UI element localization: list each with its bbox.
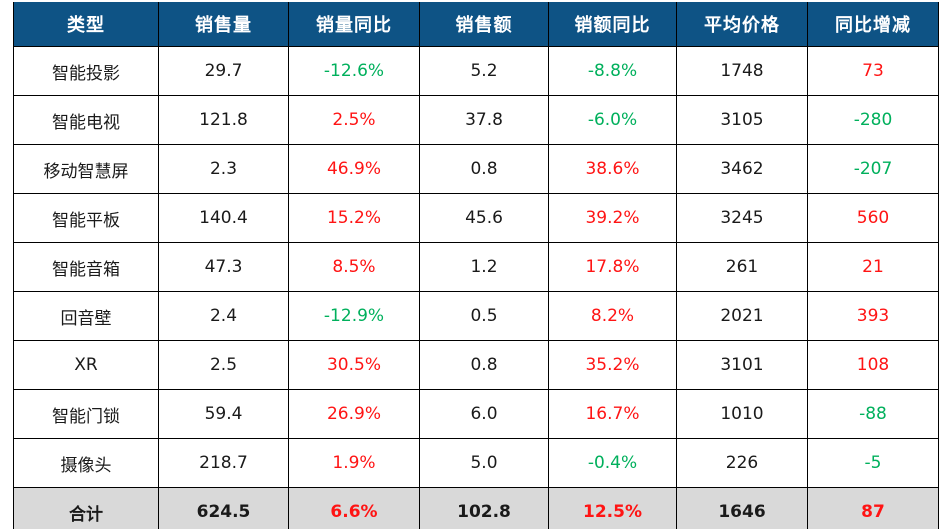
header-cell-4: 销额同比 xyxy=(548,2,677,47)
header-cell-3: 销售额 xyxy=(419,2,549,47)
table-cell: -5 xyxy=(807,438,939,488)
table-cell: 0.8 xyxy=(419,340,549,390)
table-cell: 35.2% xyxy=(548,340,677,390)
table-cell: -12.9% xyxy=(288,291,420,341)
table-cell: 1748 xyxy=(676,46,808,96)
row-label: 智能投影 xyxy=(13,46,159,96)
table-cell: 0.8 xyxy=(419,144,549,194)
table-cell: 2.5% xyxy=(288,95,420,145)
table-cell: -88 xyxy=(807,389,939,439)
header-cell-2: 销量同比 xyxy=(288,2,420,47)
table-row: 智能门锁 59.4 26.9% 6.0 16.7% 1010 -88 xyxy=(13,389,939,439)
table-cell: 624.5 xyxy=(158,487,289,529)
row-label: 摄像头 xyxy=(13,438,159,488)
table-cell: 45.6 xyxy=(419,193,549,243)
table-cell: 2.4 xyxy=(158,291,289,341)
row-label: 智能平板 xyxy=(13,193,159,243)
table-cell: 2021 xyxy=(676,291,808,341)
table-cell: 12.5% xyxy=(548,487,677,529)
table-cell: -207 xyxy=(807,144,939,194)
row-label: XR xyxy=(13,340,159,390)
table-cell: 8.5% xyxy=(288,242,420,292)
sales-data-table: 类型 销售量 销量同比 销售额 销额同比 平均价格 同比增减 智能投影 29.7 -12.6% 5… xyxy=(13,2,939,529)
table-cell: 218.7 xyxy=(158,438,289,488)
table-row: 智能平板 140.4 15.2% 45.6 39.2% 3245 560 xyxy=(13,193,939,243)
header-cell-5: 平均价格 xyxy=(676,2,808,47)
table-cell: -6.0% xyxy=(548,95,677,145)
table-cell: 226 xyxy=(676,438,808,488)
table-row: 移动智慧屏 2.3 46.9% 0.8 38.6% 3462 -207 xyxy=(13,144,939,194)
table-row: 智能音箱 47.3 8.5% 1.2 17.8% 261 21 xyxy=(13,242,939,292)
table-cell: 6.6% xyxy=(288,487,420,529)
table-cell: 6.0 xyxy=(419,389,549,439)
table-cell: -280 xyxy=(807,95,939,145)
row-label: 移动智慧屏 xyxy=(13,144,159,194)
table-cell: 59.4 xyxy=(158,389,289,439)
table-cell: 0.5 xyxy=(419,291,549,341)
table-cell: 140.4 xyxy=(158,193,289,243)
table-cell: 37.8 xyxy=(419,95,549,145)
row-label: 合计 xyxy=(13,487,159,529)
table-cell: 17.8% xyxy=(548,242,677,292)
header-cell-6: 同比增减 xyxy=(807,2,939,47)
table-row: 回音壁 2.4 -12.9% 0.5 8.2% 2021 393 xyxy=(13,291,939,341)
table-cell: 121.8 xyxy=(158,95,289,145)
table-cell: 47.3 xyxy=(158,242,289,292)
table-cell: 39.2% xyxy=(548,193,677,243)
table-cell: 108 xyxy=(807,340,939,390)
table-cell: 1.9% xyxy=(288,438,420,488)
table-cell: 1646 xyxy=(676,487,808,529)
header-cell-0: 类型 xyxy=(13,2,159,47)
table-cell: 15.2% xyxy=(288,193,420,243)
table-cell: -12.6% xyxy=(288,46,420,96)
table-cell: -0.4% xyxy=(548,438,677,488)
table-cell: 560 xyxy=(807,193,939,243)
table-cell: 29.7 xyxy=(158,46,289,96)
row-label: 智能电视 xyxy=(13,95,159,145)
table-body: 智能投影 29.7 -12.6% 5.2 -8.8% 1748 73 智能电视 121.8 2.5… xyxy=(13,46,939,529)
table-cell: 3105 xyxy=(676,95,808,145)
table-cell: 87 xyxy=(807,487,939,529)
row-label: 智能音箱 xyxy=(13,242,159,292)
header-cell-1: 销售量 xyxy=(158,2,289,47)
table-cell: 2.5 xyxy=(158,340,289,390)
table-row: 摄像头 218.7 1.9% 5.0 -0.4% 226 -5 xyxy=(13,438,939,488)
table-row: XR 2.5 30.5% 0.8 35.2% 3101 108 xyxy=(13,340,939,390)
table-cell: 102.8 xyxy=(419,487,549,529)
table-cell: 38.6% xyxy=(548,144,677,194)
table-cell: 30.5% xyxy=(288,340,420,390)
table-cell: 393 xyxy=(807,291,939,341)
table-cell: 261 xyxy=(676,242,808,292)
table-cell: 21 xyxy=(807,242,939,292)
table-cell: -8.8% xyxy=(548,46,677,96)
table-cell: 26.9% xyxy=(288,389,420,439)
table-cell: 1.2 xyxy=(419,242,549,292)
table-cell: 46.9% xyxy=(288,144,420,194)
total-row: 合计 624.5 6.6% 102.8 12.5% 1646 87 xyxy=(13,487,939,529)
table-cell: 5.0 xyxy=(419,438,549,488)
table-row: 智能投影 29.7 -12.6% 5.2 -8.8% 1748 73 xyxy=(13,46,939,96)
table-cell: 1010 xyxy=(676,389,808,439)
table-cell: 5.2 xyxy=(419,46,549,96)
table-row: 智能电视 121.8 2.5% 37.8 -6.0% 3105 -280 xyxy=(13,95,939,145)
row-label: 智能门锁 xyxy=(13,389,159,439)
table-header: 类型 销售量 销量同比 销售额 销额同比 平均价格 同比增减 xyxy=(13,2,939,47)
table-cell: 2.3 xyxy=(158,144,289,194)
header-row: 类型 销售量 销量同比 销售额 销额同比 平均价格 同比增减 xyxy=(13,2,939,47)
table-cell: 3245 xyxy=(676,193,808,243)
table-cell: 73 xyxy=(807,46,939,96)
row-label: 回音壁 xyxy=(13,291,159,341)
table-cell: 3101 xyxy=(676,340,808,390)
table-cell: 8.2% xyxy=(548,291,677,341)
table-cell: 3462 xyxy=(676,144,808,194)
table-cell: 16.7% xyxy=(548,389,677,439)
